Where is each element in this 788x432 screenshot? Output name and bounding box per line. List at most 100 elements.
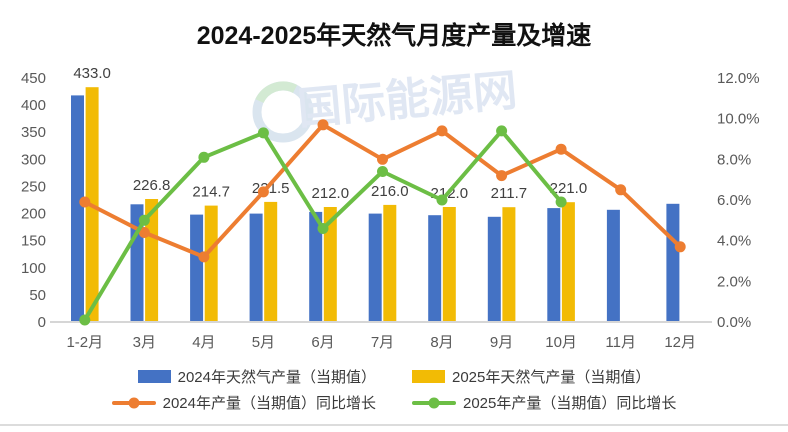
x-axis-tick-label: 6月 (311, 334, 334, 351)
data-label: 211.7 (491, 185, 527, 202)
y-axis-left-tick-label: 150 (21, 233, 46, 250)
bar (561, 202, 575, 322)
y-axis-right-tick-label: 6.0% (717, 192, 751, 209)
x-axis-tick-label: 10月 (545, 334, 577, 351)
legend-row-bars: 2024年天然气产量（当期值） 2025年天然气产量（当期值） (0, 366, 788, 387)
x-axis: 1-2月 3月 4月 5月 6月 7月 8月 9月 10月 11月 12月 (66, 334, 696, 351)
y-axis-right-tick-label: 4.0% (717, 233, 751, 250)
legend-row-lines: 2024年产量（当期值）同比增长 2025年产量（当期值）同比增长 (0, 392, 788, 413)
legend-swatch-line-2025-icon (412, 397, 456, 408)
line-marker (198, 151, 210, 163)
y-axis-left-tick-label: 0 (38, 314, 46, 331)
data-label: 433.0 (73, 65, 111, 82)
line-marker (317, 119, 329, 131)
bars-2024 (71, 95, 680, 323)
data-label: 214.7 (192, 184, 230, 201)
line-marker (257, 186, 269, 198)
bar (249, 213, 263, 322)
line-marker (377, 153, 388, 165)
line-marker (138, 227, 150, 238)
watermark-text: 国际能源网 (296, 66, 519, 134)
y-axis-left-tick-label: 300 (21, 151, 46, 168)
x-axis-tick-label: 3月 (133, 334, 156, 351)
x-axis-tick-label: 1-2月 (66, 334, 103, 351)
line-marker (79, 314, 91, 326)
bar (204, 205, 218, 322)
watermark: 国际能源网 (252, 66, 519, 143)
legend-item-2025-growth: 2025年产量（当期值）同比增长 (412, 392, 676, 413)
bar (383, 204, 397, 322)
line-marker (496, 125, 508, 137)
bar (264, 201, 278, 322)
line-series-2025-growth (79, 125, 567, 326)
legend-marker-2024-icon (128, 397, 140, 408)
legend-label-2025-growth: 2025年产量（当期值）同比增长 (463, 395, 677, 412)
bar (190, 214, 204, 322)
legend-label-2024-production: 2024年天然气产量（当期值） (177, 369, 376, 386)
bar (323, 207, 337, 322)
y-axis-left-tick-label: 450 (21, 70, 46, 87)
line-marker (436, 125, 448, 137)
y-axis-left-tick-label: 350 (21, 124, 46, 141)
legend-label-2024-growth: 2024年产量（当期值）同比增长 (162, 395, 376, 412)
legend-swatch-line-2024-icon (111, 397, 156, 408)
bar (606, 209, 620, 322)
bottom-divider (0, 424, 788, 426)
line-marker (436, 194, 448, 206)
data-label: 212.0 (312, 185, 350, 202)
legend-marker-2025-icon (428, 397, 440, 408)
bar (368, 213, 382, 322)
bar (442, 207, 456, 322)
line-marker (79, 196, 91, 208)
y-axis-right-tick-label: 8.0% (717, 151, 751, 168)
line-marker (555, 196, 567, 208)
x-axis-tick-label: 4月 (192, 334, 215, 351)
y-axis-left: 0 50 100 150 200 250 300 350 400 450 (21, 70, 46, 331)
line-marker (555, 143, 567, 155)
watermark-logo-leaf-icon (252, 81, 314, 143)
data-label: 226.8 (133, 177, 171, 194)
data-label: 216.0 (371, 183, 409, 200)
x-axis-tick-label: 12月 (664, 334, 696, 351)
line-series-2024-growth (79, 119, 686, 263)
y-axis-right-tick-label: 0.0% (717, 314, 751, 331)
x-axis-tick-label: 9月 (490, 334, 513, 351)
y-axis-left-tick-label: 50 (29, 287, 46, 304)
x-axis-tick-label: 7月 (371, 334, 394, 351)
line-marker (377, 166, 388, 177)
y-axis-left-tick-label: 250 (21, 178, 46, 195)
y-axis-right-tick-label: 2.0% (717, 273, 751, 290)
data-label: 221.0 (550, 180, 588, 197)
line-marker (138, 214, 150, 226)
legend-item-2024-production: 2024年天然气产量（当期值） (137, 366, 376, 387)
legend-swatch-bar-2025-icon (412, 370, 445, 383)
line-marker (615, 184, 627, 196)
y-axis-right: 0.0% 2.0% 4.0% 6.0% 8.0% 10.0% 12.0% (717, 70, 760, 331)
y-axis-left-tick-label: 400 (21, 97, 46, 114)
x-axis-tick-label: 8月 (430, 334, 453, 351)
line-marker (198, 251, 210, 263)
legend-item-2024-growth: 2024年产量（当期值）同比增长 (111, 392, 376, 413)
y-axis-right-tick-label: 12.0% (717, 70, 760, 87)
bar (428, 215, 442, 322)
x-axis-tick-label: 5月 (252, 334, 275, 351)
y-axis-right-tick-label: 10.0% (717, 111, 760, 128)
legend-label-2025-production: 2025年天然气产量（当期值） (452, 369, 651, 386)
x-axis-tick-label: 11月 (605, 334, 636, 351)
line-marker (257, 127, 269, 139)
line-marker (317, 223, 329, 234)
y-axis-left-tick-label: 200 (21, 206, 46, 223)
bar (71, 95, 84, 323)
line-marker (674, 241, 686, 253)
y-axis-left-tick-label: 100 (21, 260, 46, 277)
chart-title: 2024-2025年天然气月度产量及增速 (196, 22, 592, 50)
line-marker (496, 170, 508, 182)
bar (502, 207, 516, 322)
bar (487, 216, 501, 322)
legend: 2024年天然气产量（当期值） 2025年天然气产量（当期值） 2024年产量（… (0, 366, 788, 413)
bar (547, 208, 561, 322)
bar (309, 211, 323, 322)
